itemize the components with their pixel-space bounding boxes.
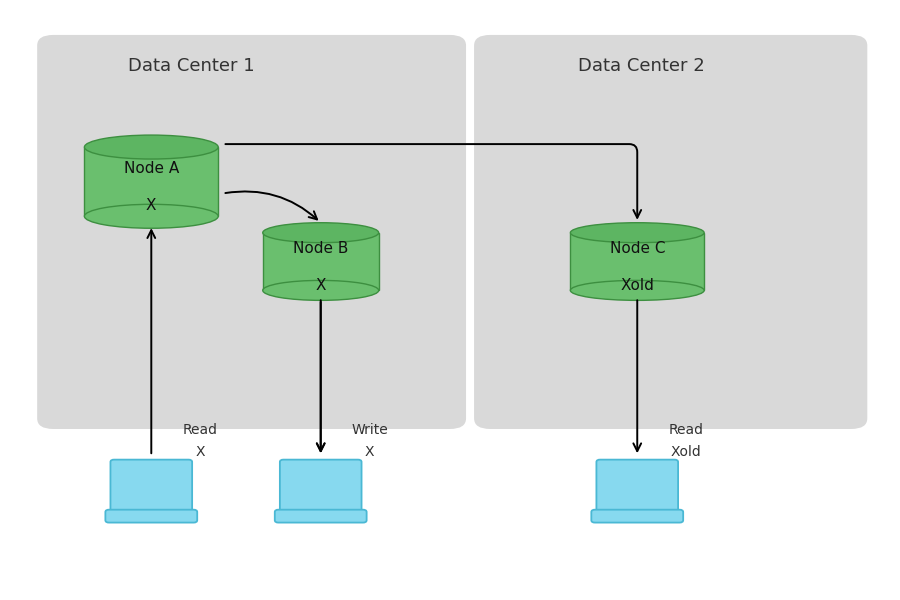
Text: Data Center 1: Data Center 1 <box>128 57 255 75</box>
Text: X: X <box>195 445 205 459</box>
Text: Data Center 2: Data Center 2 <box>579 57 705 75</box>
Text: Write: Write <box>351 423 388 437</box>
Ellipse shape <box>263 280 379 301</box>
Ellipse shape <box>85 204 218 228</box>
Ellipse shape <box>85 135 218 159</box>
FancyBboxPatch shape <box>474 35 868 429</box>
Text: Read: Read <box>669 423 704 437</box>
FancyBboxPatch shape <box>111 460 192 515</box>
FancyBboxPatch shape <box>274 509 366 523</box>
Polygon shape <box>571 233 704 290</box>
FancyBboxPatch shape <box>591 509 683 523</box>
Text: Node B: Node B <box>293 241 348 256</box>
Text: Node C: Node C <box>609 241 665 256</box>
Text: Xold: Xold <box>620 278 654 293</box>
Text: X: X <box>146 198 157 213</box>
FancyBboxPatch shape <box>37 35 466 429</box>
FancyBboxPatch shape <box>280 460 362 515</box>
Polygon shape <box>263 233 379 290</box>
Text: X: X <box>365 445 374 459</box>
Ellipse shape <box>263 223 379 242</box>
Ellipse shape <box>571 223 704 242</box>
FancyBboxPatch shape <box>105 509 197 523</box>
Text: Node A: Node A <box>123 161 179 176</box>
Text: X: X <box>316 278 326 293</box>
FancyBboxPatch shape <box>597 460 678 515</box>
Ellipse shape <box>571 280 704 301</box>
Text: Read: Read <box>183 423 218 437</box>
Text: Xold: Xold <box>670 445 702 459</box>
Polygon shape <box>85 147 218 216</box>
